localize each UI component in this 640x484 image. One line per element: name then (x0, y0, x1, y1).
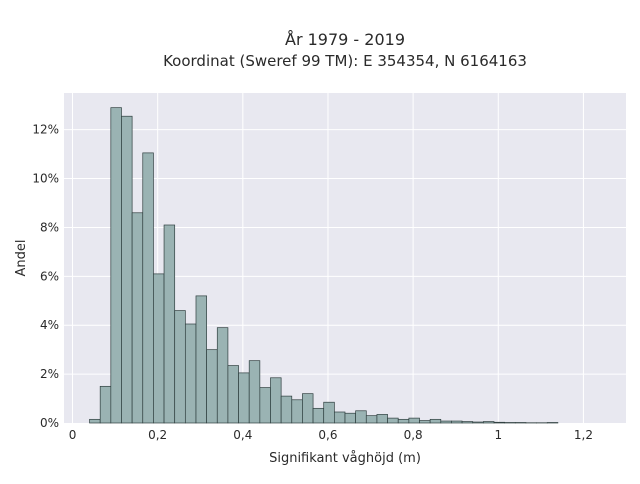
y-tick-label: 0% (40, 416, 59, 430)
y-tick-label: 6% (40, 269, 59, 283)
histogram-bar (334, 412, 345, 423)
y-tick-label: 8% (40, 220, 59, 234)
histogram-bar (196, 296, 207, 423)
histogram-bar (90, 419, 101, 423)
histogram-bar (281, 396, 292, 423)
histogram-bar (164, 225, 175, 423)
y-axis-ticks: 0% 2% 4% 6% 8% 10% 12% (32, 123, 59, 430)
histogram-bar (292, 400, 303, 423)
histogram-bar (270, 378, 281, 423)
histogram-bar (153, 274, 164, 423)
x-tick-label: 1,2 (574, 428, 593, 442)
histogram-bar (398, 419, 409, 423)
histogram-bar (388, 418, 399, 423)
histogram-bar (100, 386, 111, 423)
histogram-bar (462, 422, 473, 423)
histogram-bar (185, 324, 196, 423)
histogram-bar (377, 414, 388, 423)
histogram-bar (451, 421, 462, 423)
histogram-bar (483, 422, 494, 423)
x-tick-label: 0,2 (148, 428, 167, 442)
histogram-bar (207, 350, 218, 423)
x-tick-label: 0,4 (233, 428, 252, 442)
histogram-bar (441, 421, 452, 423)
histogram-bar (143, 153, 154, 423)
y-tick-label: 12% (32, 123, 59, 137)
histogram-bar (228, 366, 239, 423)
histogram-bar (313, 408, 324, 423)
histogram-bar (302, 394, 313, 423)
histogram-bar (420, 421, 431, 423)
y-tick-label: 4% (40, 318, 59, 332)
y-axis-label: Andel (14, 240, 29, 277)
x-tick-label: 0,8 (404, 428, 423, 442)
histogram-bar (494, 422, 505, 423)
histogram-bar (217, 328, 228, 423)
x-tick-label: 1 (494, 428, 502, 442)
x-axis-ticks: 0 0,2 0,4 0,6 0,8 1 1,2 (69, 428, 593, 442)
histogram-bar (260, 388, 271, 423)
histogram-bar (324, 402, 335, 423)
histogram-bar (430, 419, 441, 423)
x-tick-label: 0 (69, 428, 77, 442)
histogram-bar (132, 213, 143, 423)
y-tick-label: 10% (32, 172, 59, 186)
histogram-bar (249, 361, 260, 423)
histogram-bar (111, 108, 122, 423)
chart-title: År 1979 - 2019 (285, 30, 405, 49)
histogram-bar (473, 422, 484, 423)
histogram-bar (345, 413, 356, 423)
x-tick-label: 0,6 (318, 428, 337, 442)
chart-subtitle: Koordinat (Sweref 99 TM): E 354354, N 61… (163, 52, 527, 70)
histogram-bar (366, 416, 377, 423)
y-tick-label: 2% (40, 367, 59, 381)
histogram-bar (356, 411, 367, 423)
x-axis-label: Signifikant våghöjd (m) (269, 451, 421, 466)
histogram-bar (121, 116, 132, 423)
histogram-bar (239, 373, 250, 423)
histogram-bar (409, 418, 420, 423)
histogram-bar (175, 311, 186, 423)
